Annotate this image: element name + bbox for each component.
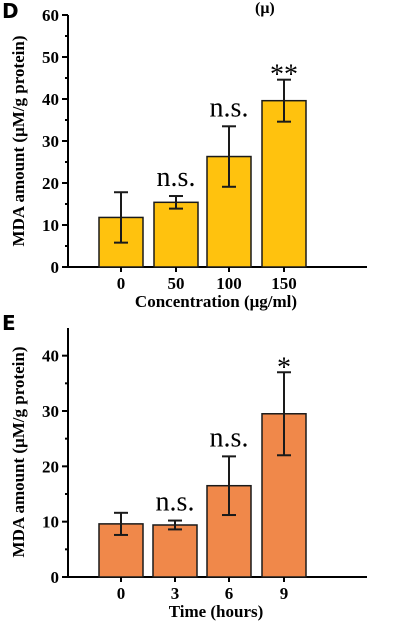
panel-d-x-axis-title: Concentration (μg/ml) bbox=[135, 292, 297, 311]
panel-e-y-tick-label: 20 bbox=[42, 457, 59, 476]
panel-d-x-tick-label: 100 bbox=[216, 274, 242, 293]
panel-e-y-tick-label: 0 bbox=[51, 568, 60, 587]
panel-d-x-tick-label: 150 bbox=[271, 274, 297, 293]
panel-d-y-tick-label: 40 bbox=[42, 90, 59, 109]
panel-d-y-tick-label: 50 bbox=[42, 48, 59, 67]
panel-d-x-tick-label: 0 bbox=[117, 274, 126, 293]
panel-e-y-axis-title: MDA amount (μM/g protein) bbox=[9, 347, 28, 558]
panel-d-y-tick-label: 60 bbox=[42, 6, 59, 25]
panel-e-significance-label: n.s. bbox=[210, 422, 249, 453]
panel-e-x-tick-label: 3 bbox=[171, 584, 180, 603]
panel-e-x-axis-title: Time (hours) bbox=[169, 602, 264, 621]
panel-d-x-ticks: 0 50 100 150 bbox=[117, 267, 297, 293]
panel-d-y-axis-title: MDA amount (μM/g protein) bbox=[9, 36, 28, 247]
panel-e-x-tick-label: 0 bbox=[117, 584, 126, 603]
panel-e-x-tick-label: 6 bbox=[225, 584, 234, 603]
panel-d-bar bbox=[261, 99, 307, 268]
panel-e-y-tick-label: 10 bbox=[42, 513, 59, 532]
panel-d-significance-label: n.s. bbox=[157, 162, 196, 193]
panel-d-significance-label: n.s. bbox=[210, 92, 249, 123]
panel-letter-d: D bbox=[2, 0, 19, 23]
panel-e-x-ticks: 0 3 6 9 bbox=[117, 577, 289, 603]
panel-d-y-tick-label: 10 bbox=[42, 216, 59, 235]
panel-e-significance-label: * bbox=[277, 352, 291, 383]
panel-d-top-label: (μ) bbox=[255, 0, 275, 17]
panel-letter-e: E bbox=[2, 311, 16, 335]
panel-e-y-tick-label: 30 bbox=[42, 402, 59, 421]
panel-e-y-ticks: 0 10 20 30 40 bbox=[42, 347, 68, 587]
panel-d-bar bbox=[153, 201, 199, 268]
panel-d-y-tick-label: 0 bbox=[51, 258, 60, 277]
panel-d-bars: n.s. n.s. ** bbox=[98, 60, 307, 268]
panel-e-x-tick-label: 9 bbox=[280, 584, 289, 603]
panel-e-significance-label: n.s. bbox=[156, 487, 195, 518]
panel-d-y-tick-label: 30 bbox=[42, 132, 59, 151]
panel-d: D (μ) n.s. n.s. ** 0 10 20 30 40 50 60 0 50 100 150… bbox=[2, 0, 367, 311]
panel-d-y-ticks: 0 10 20 30 40 50 60 bbox=[42, 6, 68, 277]
panel-e-bar bbox=[152, 524, 198, 578]
panel-d-x-tick-label: 50 bbox=[168, 274, 185, 293]
panel-e-bars: n.s. n.s. * bbox=[98, 352, 307, 578]
panel-d-significance-label: ** bbox=[270, 60, 298, 91]
panel-d-y-tick-label: 20 bbox=[42, 174, 59, 193]
panel-e-y-tick-label: 40 bbox=[42, 347, 59, 366]
